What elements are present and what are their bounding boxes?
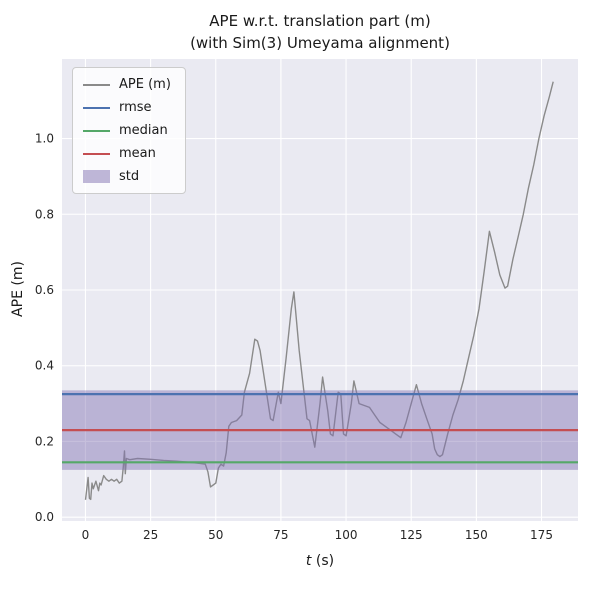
legend-line-swatch bbox=[83, 152, 110, 155]
legend-line-swatch bbox=[83, 83, 110, 86]
y-tick-label: 0.4 bbox=[35, 359, 54, 373]
legend-item-std: std bbox=[83, 169, 171, 184]
legend-item-mean: mean bbox=[83, 146, 171, 161]
x-tick-label: 175 bbox=[530, 528, 553, 542]
legend-item-rmse: rmse bbox=[83, 100, 171, 115]
x-axis-label-unit: (s) bbox=[311, 553, 335, 569]
x-tick-label: 25 bbox=[143, 528, 158, 542]
y-tick-label: 1.0 bbox=[35, 132, 54, 146]
x-axis-label-variable: t bbox=[305, 553, 312, 569]
x-tick-label: 125 bbox=[400, 528, 423, 542]
y-tick-label: 0.2 bbox=[35, 434, 54, 448]
legend-label: median bbox=[119, 123, 168, 138]
x-tick-label: 50 bbox=[208, 528, 223, 542]
chart-title: APE w.r.t. translation part (m) (with Si… bbox=[62, 11, 578, 55]
x-tick-label: 0 bbox=[82, 528, 90, 542]
x-axis-label: t (s) bbox=[62, 553, 578, 569]
y-tick-label: 0.0 bbox=[35, 510, 54, 524]
legend-line-swatch bbox=[83, 106, 110, 109]
ape-line bbox=[84, 81, 554, 501]
legend-label: std bbox=[119, 169, 140, 184]
x-tick-label: 150 bbox=[465, 528, 488, 542]
legend-line-swatch bbox=[83, 129, 110, 132]
x-tick-label: 100 bbox=[335, 528, 358, 542]
legend-label: rmse bbox=[119, 100, 152, 115]
y-tick-label: 0.6 bbox=[35, 283, 54, 297]
chart-title-line2: (with Sim(3) Umeyama alignment) bbox=[190, 33, 450, 52]
y-tick-label: 0.8 bbox=[35, 207, 54, 221]
y-axis-label: APE (m) bbox=[10, 261, 26, 317]
legend-patch-swatch bbox=[83, 170, 110, 183]
legend-item-ape-m-: APE (m) bbox=[83, 77, 171, 92]
legend-item-median: median bbox=[83, 123, 171, 138]
legend-label: APE (m) bbox=[119, 77, 171, 92]
legend: APE (m) rmse median mean std bbox=[72, 67, 186, 194]
x-tick-label: 75 bbox=[273, 528, 288, 542]
legend-label: mean bbox=[119, 146, 156, 161]
chart-title-line1: APE w.r.t. translation part (m) bbox=[209, 12, 431, 30]
